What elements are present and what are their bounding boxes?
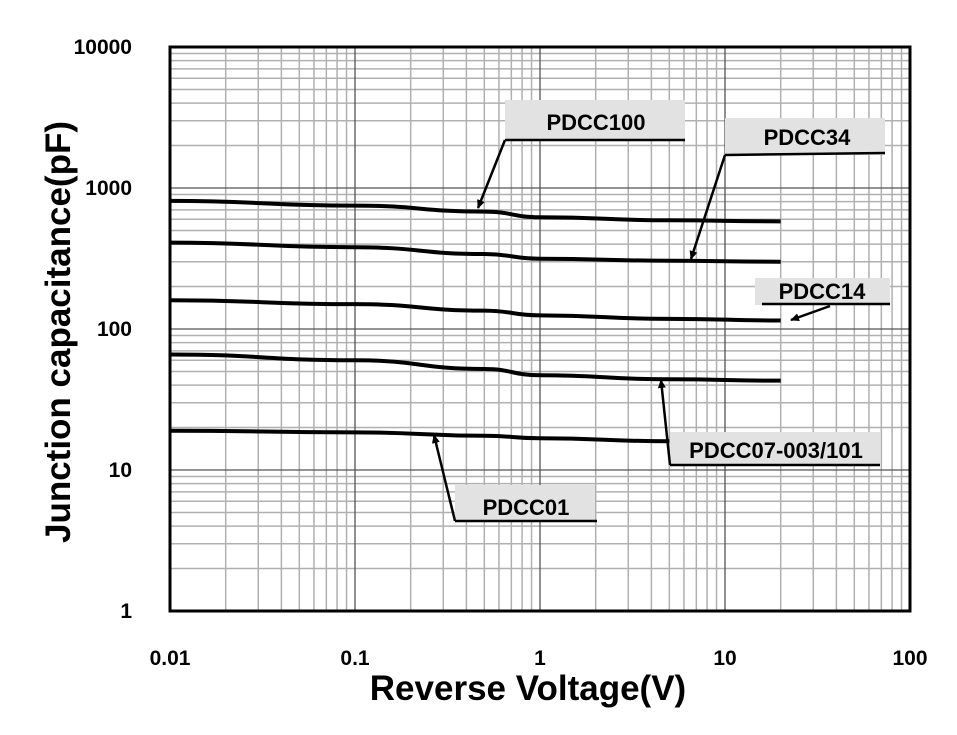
x-tick-label: 0.01	[150, 647, 191, 670]
annotation-callout: PDCC07-003/101	[657, 379, 880, 467]
annotation-arrow	[476, 139, 507, 209]
annotation-callout: PDCC01	[432, 434, 597, 523]
annotation-label: PDCC100	[546, 110, 645, 135]
y-tick-label: 1	[120, 600, 132, 623]
annotation-arrow	[790, 304, 831, 322]
y-tick-label: 10000	[74, 36, 132, 59]
curves	[169, 198, 781, 444]
annotation-box	[670, 432, 880, 465]
annotations: PDCC100 PDCC34 PDCC14 PDCC07-003/101 PDCC01	[432, 100, 890, 523]
annotation-callout: PDCC100	[476, 100, 685, 209]
annotation-arrow	[432, 434, 457, 522]
x-axis-title: Reverse Voltage(V)	[370, 669, 686, 708]
x-tick-label: 100	[892, 647, 927, 670]
annotation-callout: PDCC34	[689, 118, 886, 260]
y-tick-label: 10	[109, 459, 132, 482]
y-axis-title: Junction capacitance(pF)	[39, 121, 78, 543]
annotation-callout: PDCC14	[755, 278, 890, 322]
plot-frame	[168, 45, 912, 613]
annotation-box	[505, 100, 685, 140]
annotation-box	[455, 485, 595, 521]
series-line-pdcc34	[169, 240, 781, 264]
y-tick-labels: 1 10 100 1000 10000	[74, 36, 133, 623]
annotation-label: PDCC07-003/101	[689, 438, 863, 463]
annotation-box	[755, 278, 890, 305]
series-line-pdcc100	[169, 198, 781, 224]
annotation-label: PDCC01	[483, 495, 570, 520]
annotation-arrow	[657, 379, 672, 466]
x-tick-label: 1	[534, 647, 546, 670]
y-tick-label: 100	[97, 318, 132, 341]
series-line-pdcc14	[169, 298, 781, 323]
annotation-label: PDCC14	[779, 279, 867, 304]
annotation-underline	[724, 151, 886, 157]
annotation-arrow	[689, 154, 727, 260]
series-line-pdcc01	[169, 428, 670, 444]
series-line-pdcc07-003-101	[169, 352, 781, 383]
y-tick-label: 1000	[85, 177, 132, 200]
x-tick-label: 10	[713, 647, 736, 670]
annotation-label: PDCC34	[764, 125, 852, 150]
x-tick-label: 0.1	[340, 647, 370, 670]
annotation-box	[725, 118, 885, 155]
x-tick-labels: 0.01 0.1 1 10 100	[150, 647, 928, 670]
